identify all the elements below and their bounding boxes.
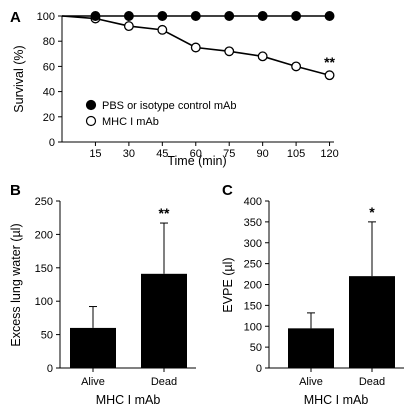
y-tick-label: 400 [244, 196, 262, 208]
bar-dead [349, 276, 395, 368]
y-tick-label: 40 [43, 87, 55, 99]
panel-a-y-ticks: 0 20 40 60 80 100 [37, 11, 62, 149]
y-tick-label: 200 [244, 280, 262, 292]
y-tick-label: 0 [47, 363, 53, 375]
panel-label-b: B [10, 182, 21, 199]
data-point [190, 42, 201, 53]
panel-b-y-ticks: 0 50 100 150 200 250 [35, 196, 60, 375]
y-tick-label: 50 [41, 330, 53, 342]
panel-a-x-label: Time (min) [167, 154, 226, 168]
x-tick-label: 15 [89, 148, 101, 160]
panel-a-series: ** [61, 11, 336, 81]
y-tick-label: 100 [37, 11, 55, 23]
panel-b-y-label: Excess lung water (µl) [9, 223, 23, 346]
x-tick-label: 30 [123, 148, 135, 160]
x-tick-label: 75 [223, 148, 235, 160]
panel-a-y-label: Survival (%) [12, 45, 26, 112]
y-tick-label: 80 [43, 36, 55, 48]
data-point [157, 24, 168, 35]
panel-a-x-ticks: 15 30 45 60 75 90 105 120 [89, 142, 339, 160]
data-point [291, 61, 302, 72]
significance-marker: ** [324, 54, 335, 70]
y-tick-label: 250 [35, 196, 53, 208]
data-point [291, 11, 302, 21]
x-tick-label: 90 [257, 148, 269, 160]
y-tick-label: 60 [43, 61, 55, 73]
y-tick-label: 50 [250, 342, 262, 354]
data-point [90, 11, 101, 21]
panel-a: A 0 20 40 60 80 100 15 30 45 60 75 90 105 120 ** Tim… [10, 9, 339, 168]
data-point [257, 11, 268, 21]
panel-label-c: C [222, 182, 233, 199]
y-tick-label: 200 [35, 229, 53, 241]
panel-c-y-label: EVPE (µl) [221, 257, 235, 312]
y-tick-label: 100 [244, 321, 262, 333]
bar-alive [288, 328, 334, 368]
panel-c-x-label: MHC I mAb [304, 393, 369, 407]
panel-a-axes [61, 16, 334, 143]
x-tick-label: 60 [190, 148, 202, 160]
data-point [123, 11, 134, 21]
y-tick-label: 0 [256, 363, 262, 375]
panel-b-x-label: MHC I mAb [96, 393, 161, 407]
x-tick-label: 45 [156, 148, 168, 160]
y-tick-label: 150 [35, 263, 53, 275]
panel-c-y-ticks: 0 50 100 150 200 250 300 350 400 [244, 196, 269, 375]
panel-b-bars: Alive Dead ** [70, 205, 187, 388]
significance-marker: * [369, 204, 375, 220]
data-point [224, 46, 235, 57]
y-tick-label: 350 [244, 217, 262, 229]
panel-c-bars: Alive Dead * [288, 204, 395, 388]
y-tick-label: 250 [244, 259, 262, 271]
y-tick-label: 20 [43, 112, 55, 124]
data-point [224, 11, 235, 21]
legend-label-control: PBS or isotype control mAb [102, 100, 237, 112]
data-point [157, 11, 168, 21]
panel-c: C 0 50 100 150 200 250 300 350 400 Alive Dead * MH… [221, 182, 404, 407]
x-tick-label: 120 [320, 148, 338, 160]
data-point [123, 21, 134, 32]
y-tick-label: 0 [49, 137, 55, 149]
data-point [190, 11, 201, 21]
data-point [257, 51, 268, 62]
x-tick-label: 105 [287, 148, 305, 160]
bar-alive [70, 327, 116, 368]
data-point [324, 70, 335, 81]
bar-dead [141, 273, 187, 368]
x-tick-label: Alive [299, 376, 323, 388]
significance-marker: ** [159, 205, 170, 221]
x-tick-label: Dead [151, 376, 177, 388]
legend-marker-mhc [85, 115, 97, 127]
x-tick-label: Alive [81, 376, 105, 388]
y-tick-label: 150 [244, 300, 262, 312]
y-tick-label: 300 [244, 238, 262, 250]
data-point [324, 11, 335, 21]
legend: PBS or isotype control mAb MHC I mAb [85, 99, 237, 128]
x-tick-label: Dead [359, 376, 385, 388]
y-tick-label: 100 [35, 296, 53, 308]
legend-marker-control [85, 99, 97, 111]
panel-label-a: A [10, 9, 21, 26]
legend-label-mhc: MHC I mAb [102, 116, 159, 128]
